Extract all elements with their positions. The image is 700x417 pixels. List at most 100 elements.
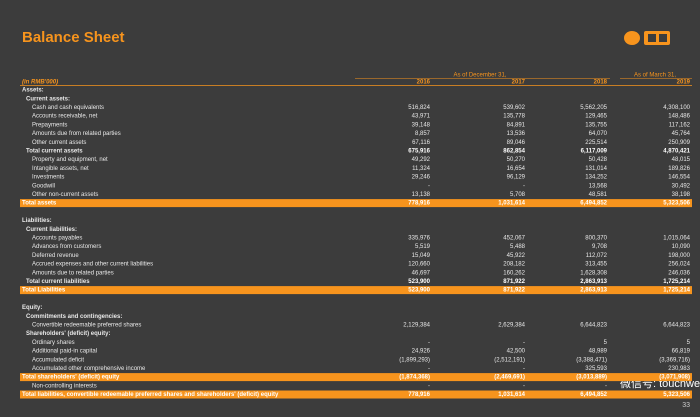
cell-value: 148,486 <box>668 114 690 120</box>
cell-value: 5,562,205 <box>580 105 607 111</box>
cell-value: 9,708 <box>592 244 608 250</box>
cell-value: 198,000 <box>668 253 690 259</box>
cell-value: 4,870,421 <box>663 148 690 154</box>
cell-value: - <box>523 383 525 389</box>
cell-value: 45,764 <box>672 131 691 137</box>
row-label: Other current assets <box>32 140 86 146</box>
cell-value: 800,370 <box>585 235 607 241</box>
cell-value: 135,778 <box>503 114 525 120</box>
row-label: Intangible assets, net <box>32 166 89 172</box>
row-label: Total current liabilities <box>26 279 90 285</box>
cell-value: 5,519 <box>415 244 431 250</box>
row-label: Assets: <box>22 88 44 94</box>
year-header: 2019 <box>677 80 691 86</box>
cell-value: (1,899,293) <box>399 357 430 363</box>
cell-value: 89,046 <box>507 140 526 146</box>
row-label: Shareholders' (deficit) equity: <box>26 331 110 337</box>
cell-value: - <box>605 383 607 389</box>
cell-value: 1,628,308 <box>580 270 607 276</box>
cell-value: 6,494,852 <box>580 392 607 398</box>
row-label: Non-controlling interests <box>32 383 97 389</box>
title: Balance Sheet <box>22 29 125 46</box>
cell-value: 15,049 <box>412 253 431 259</box>
cell-value: 10,090 <box>672 244 691 250</box>
row-label: Advances from customers <box>32 244 101 250</box>
cell-value: 778,916 <box>408 392 430 398</box>
cell-value: 335,976 <box>408 235 430 241</box>
cell-value: - <box>428 366 430 372</box>
row-label: Amounts due from related parties <box>32 131 121 137</box>
row-label: Goodwill <box>32 183 55 189</box>
cell-value: 6,644,823 <box>663 322 690 328</box>
row-label: Additional paid-in capital <box>32 349 97 355</box>
cell-value: (2,512,191) <box>494 357 525 363</box>
cell-value: 250,909 <box>668 140 690 146</box>
cell-value: 135,755 <box>585 122 607 128</box>
cell-value: 13,568 <box>589 183 608 189</box>
cell-value: 24,926 <box>412 349 431 355</box>
cell-value: 523,900 <box>408 288 430 294</box>
period-group: As of March 31, <box>634 73 676 79</box>
cell-value: 160,262 <box>503 270 525 276</box>
cell-value: 48,989 <box>589 349 608 355</box>
cell-value: 539,602 <box>503 105 525 111</box>
period-group: As of December 31, <box>453 73 506 79</box>
cell-value: 45,922 <box>507 253 526 259</box>
row-label: Property and equipment, net <box>32 157 108 163</box>
cell-value: 13,536 <box>507 131 526 137</box>
row-label: Current assets: <box>26 96 70 102</box>
cell-value: 189,826 <box>668 166 690 172</box>
row-label: Cash and cash equivalents <box>32 105 104 111</box>
cell-value: 67,116 <box>412 140 431 146</box>
cell-value: 2,129,384 <box>403 322 430 328</box>
cell-value: - <box>428 340 430 346</box>
cell-value: 8,857 <box>415 131 431 137</box>
cell-value: (2,469,691) <box>494 375 525 381</box>
cell-value: 30,492 <box>672 183 691 189</box>
cell-value: 13,138 <box>412 192 431 198</box>
row-label: Accounts payables <box>32 235 82 241</box>
cell-value: 50,270 <box>507 157 526 163</box>
year-header: 2016 <box>417 80 431 86</box>
cell-value: 6,494,852 <box>580 201 607 207</box>
row-label: Total liabilities, convertible redeemabl… <box>22 392 279 398</box>
row-label: Ordinary shares <box>32 340 75 346</box>
unit-label: (in RMB'000) <box>22 80 58 86</box>
cell-value: 225,514 <box>585 140 607 146</box>
total-band <box>20 373 692 382</box>
cell-value: (3,369,716) <box>659 357 690 363</box>
cell-value: 120,660 <box>408 262 430 268</box>
row-label: Equity: <box>22 305 42 311</box>
row-label: Convertible redeemable preferred shares <box>32 322 141 328</box>
cell-value: 129,465 <box>585 114 607 120</box>
cell-value: 871,922 <box>503 279 525 285</box>
cell-value: 256,024 <box>668 262 690 268</box>
cell-value: 862,854 <box>503 148 525 154</box>
row-label: Amounts due to related parties <box>32 270 114 276</box>
row-label: Total shareholders' (deficit) equity <box>22 375 120 381</box>
row-label: Accumulated other comprehensive income <box>32 366 146 372</box>
logo <box>624 31 670 45</box>
cell-value: (1,874,368) <box>399 375 430 381</box>
cell-value: 452,067 <box>503 235 525 241</box>
year-header: 2018 <box>594 80 608 86</box>
cell-value: 96,129 <box>507 175 526 181</box>
total-band <box>20 286 692 295</box>
cell-value: 1,725,214 <box>663 279 690 285</box>
cell-value: - <box>523 366 525 372</box>
cell-value: 871,922 <box>503 288 525 294</box>
row-label: Accounts receivable, net <box>32 114 98 120</box>
row-label: Current liabilities: <box>26 227 77 233</box>
cell-value: - <box>523 183 525 189</box>
cell-value: 46,697 <box>412 270 431 276</box>
cell-value: 1,725,214 <box>663 288 690 294</box>
cell-value: 2,863,913 <box>580 288 607 294</box>
cell-value: 1,031,614 <box>498 392 525 398</box>
row-label: Prepayments <box>32 122 67 128</box>
year-header: 2017 <box>512 80 526 86</box>
row-label: Total assets <box>22 201 57 207</box>
cell-value: 523,900 <box>408 279 430 285</box>
cell-value: 146,554 <box>668 175 690 181</box>
cell-value: (3,013,889) <box>576 375 607 381</box>
